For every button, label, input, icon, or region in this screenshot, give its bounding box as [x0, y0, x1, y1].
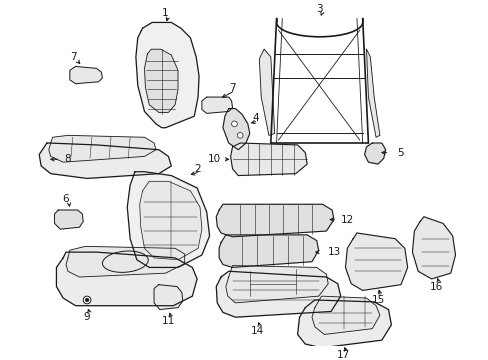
Text: 8: 8: [64, 154, 71, 164]
Text: 10: 10: [207, 154, 221, 164]
Polygon shape: [259, 49, 274, 135]
Polygon shape: [144, 49, 178, 112]
Polygon shape: [154, 285, 183, 310]
Polygon shape: [219, 235, 318, 267]
Text: 4: 4: [252, 113, 258, 123]
Text: 1: 1: [162, 8, 168, 18]
Text: 3: 3: [316, 4, 322, 14]
Text: 7: 7: [70, 52, 77, 62]
Polygon shape: [39, 143, 171, 179]
Text: 6: 6: [62, 194, 69, 203]
Text: 11: 11: [162, 316, 175, 326]
Polygon shape: [216, 271, 340, 317]
Polygon shape: [55, 210, 83, 229]
Polygon shape: [366, 49, 379, 137]
Polygon shape: [49, 135, 156, 162]
Text: 17: 17: [336, 351, 349, 360]
Polygon shape: [127, 172, 209, 267]
Polygon shape: [202, 97, 232, 113]
Circle shape: [85, 298, 89, 302]
Polygon shape: [136, 22, 199, 128]
Text: 12: 12: [340, 215, 353, 225]
Circle shape: [83, 296, 91, 304]
Text: 15: 15: [370, 295, 384, 305]
Text: 2: 2: [193, 164, 200, 174]
Text: 16: 16: [429, 282, 442, 292]
Polygon shape: [225, 266, 327, 303]
Polygon shape: [364, 143, 385, 164]
Polygon shape: [56, 252, 197, 306]
Polygon shape: [345, 233, 407, 291]
Polygon shape: [70, 67, 102, 84]
Circle shape: [237, 132, 243, 138]
Polygon shape: [66, 246, 184, 277]
Polygon shape: [297, 300, 390, 348]
Text: 7: 7: [229, 82, 235, 93]
Circle shape: [231, 121, 237, 127]
Polygon shape: [216, 204, 333, 237]
Text: 13: 13: [326, 247, 340, 257]
Polygon shape: [311, 296, 379, 334]
Polygon shape: [230, 143, 306, 176]
Text: 14: 14: [250, 325, 264, 336]
Polygon shape: [140, 181, 202, 260]
Text: 9: 9: [83, 312, 90, 322]
Polygon shape: [411, 217, 455, 279]
Polygon shape: [223, 109, 249, 150]
Text: 5: 5: [397, 148, 404, 158]
